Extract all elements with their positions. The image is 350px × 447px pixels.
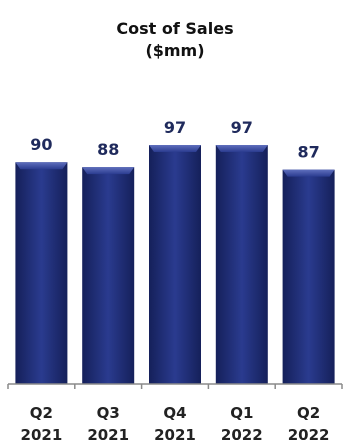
bar-bevel [149, 145, 201, 152]
value-label-1: 90 [30, 135, 52, 154]
bar-body [215, 145, 268, 384]
x-tick-label-2: Q3 2021 [87, 404, 129, 444]
bar-1 [15, 162, 68, 384]
value-label-4: 97 [231, 118, 253, 137]
value-label-3: 97 [164, 118, 186, 137]
value-label-2: 88 [97, 140, 119, 159]
x-axis-tickmarks [7, 384, 343, 389]
x-tick-label-5: Q2 2022 [288, 404, 330, 444]
bar-body [282, 169, 335, 384]
x-tick-label-4: Q1 2022 [221, 404, 263, 444]
bar-bevel [282, 169, 335, 177]
bar-body [149, 145, 201, 384]
bars-group [15, 145, 335, 384]
bar-body [82, 167, 135, 384]
x-tick-label-1: Q2 2021 [21, 404, 63, 444]
bar-4 [215, 145, 268, 384]
bar-bevel [215, 145, 268, 152]
bar-5 [282, 169, 335, 384]
value-labels-group: 90 88 97 97 87 [30, 118, 319, 162]
bar-body [15, 162, 68, 384]
bar-3 [149, 145, 201, 384]
chart-subtitle: ($mm) [145, 41, 204, 60]
x-tick-label-3: Q4 2021 [154, 404, 196, 444]
bar-2 [82, 167, 135, 384]
bar-bevel [15, 162, 68, 170]
x-tick-labels-group: Q2 2021 Q3 2021 Q4 2021 Q1 2022 Q2 2022 [21, 404, 330, 444]
value-label-5: 87 [297, 143, 319, 162]
bar-bevel [82, 167, 135, 175]
chart-title: Cost of Sales [116, 19, 233, 38]
